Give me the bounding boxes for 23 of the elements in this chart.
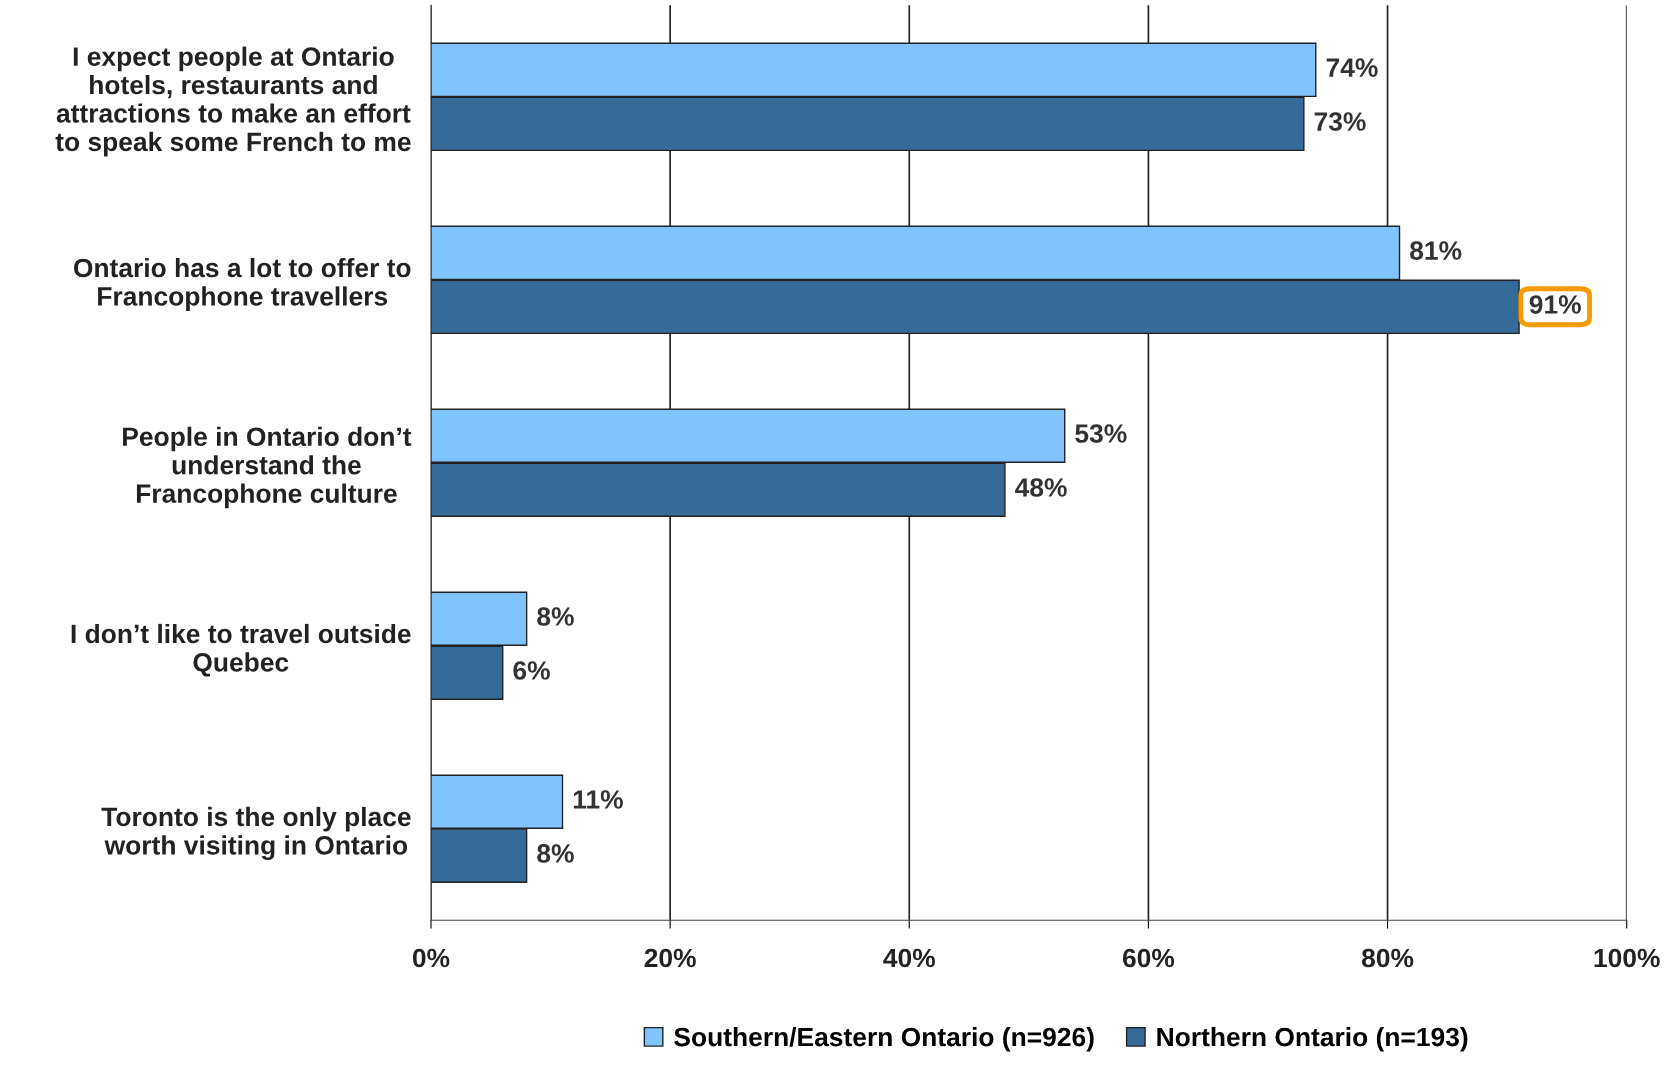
- text: 8%: [537, 844, 574, 863]
- y-tick-label: Ontario has a lot to offer to Francophone travellers: [73, 257, 411, 311]
- text: 81%: [1410, 241, 1462, 260]
- x-tick-label: 0%: [412, 948, 450, 968]
- x-tick-label: 80%: [1361, 948, 1414, 968]
- y-tick-label: I don’t like to travel outside Quebec: [71, 623, 411, 677]
- x-tick-label: 100%: [1594, 948, 1660, 968]
- x-tick-label: 40%: [883, 948, 935, 968]
- legend-label: Northern Ontario (n=193): [1157, 1027, 1468, 1052]
- y-tick-label: People in Ontario don’t understand the Francophone culture: [123, 426, 412, 509]
- legend-label: Southern/Eastern Ontario (n=926): [674, 1027, 1094, 1052]
- text: 74%: [1326, 58, 1378, 77]
- x-tick-label: 20%: [644, 948, 696, 968]
- y-tick-label: I expect people at Ontario hotels, restaurants and attractions to make an effort to speak some French to me: [55, 46, 411, 157]
- text: 8%: [537, 607, 574, 626]
- text: 73%: [1314, 112, 1366, 131]
- text: 91%: [1529, 295, 1581, 314]
- x-tick-label: 60%: [1122, 948, 1175, 968]
- text: 48%: [1015, 478, 1067, 497]
- text: 53%: [1075, 424, 1127, 443]
- y-tick-label: Toronto is the only place worth visiting in Ontario: [101, 806, 411, 860]
- text: 6%: [513, 661, 550, 680]
- text: 11%: [573, 790, 623, 809]
